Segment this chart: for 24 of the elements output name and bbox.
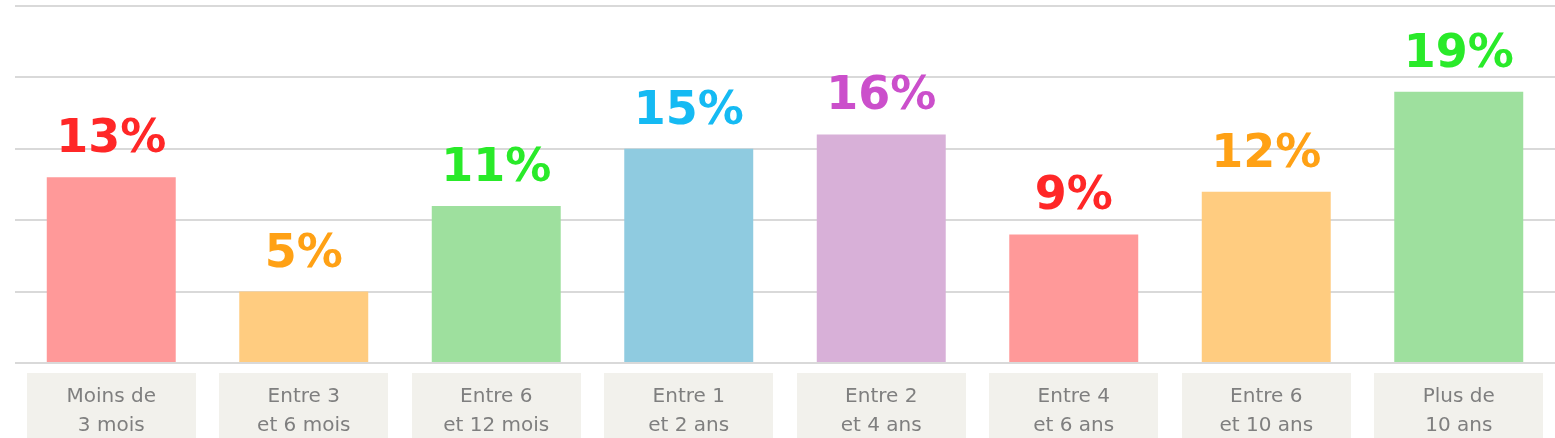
bar: [46, 177, 176, 362]
bar: [1009, 234, 1139, 362]
bar: [239, 291, 369, 362]
data-label: 9%: [1034, 166, 1113, 221]
x-tick-label: Entre 6 et 10 ans: [1218, 382, 1315, 438]
bar: [816, 134, 946, 362]
bar: [624, 148, 754, 362]
x-tick-label: Entre 3 et 6 mois: [256, 382, 352, 438]
x-tick-label: Moins de 3 mois: [65, 382, 157, 438]
data-label: 12%: [1211, 123, 1322, 178]
data-label: 16%: [826, 66, 937, 121]
data-label: 19%: [1403, 23, 1514, 78]
x-tick-label: Plus de 10 ans: [1421, 382, 1496, 438]
data-label: 13%: [56, 109, 167, 164]
bar: [431, 205, 561, 362]
x-tick-label: Entre 6 et 12 mois: [442, 382, 551, 438]
data-label: 5%: [264, 223, 343, 278]
bar: [1201, 191, 1331, 362]
x-tick-label: Entre 2 et 4 ans: [839, 382, 923, 438]
x-tick-label: Entre 1 et 2 ans: [647, 382, 731, 438]
bar: [1394, 91, 1524, 362]
x-tick-label: Entre 4 et 6 ans: [1032, 382, 1116, 438]
data-label: 15%: [633, 80, 744, 135]
data-label: 11%: [441, 137, 552, 192]
